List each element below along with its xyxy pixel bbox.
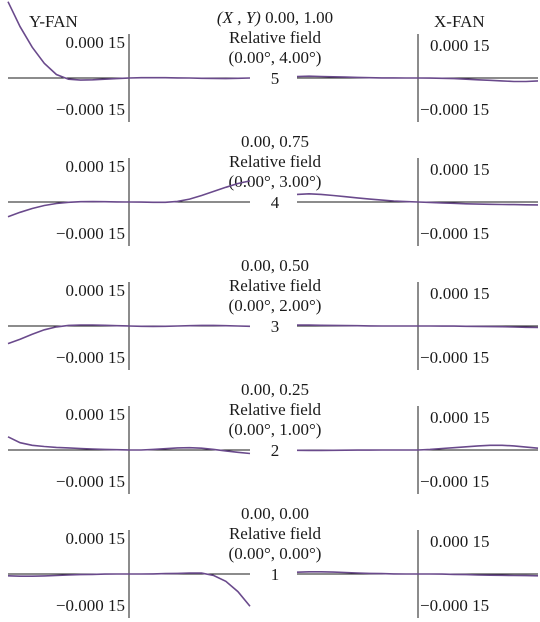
field-index: 2 bbox=[271, 441, 280, 460]
field-index: 1 bbox=[271, 565, 280, 584]
y-fan-tick-bottom: −0.000 15 bbox=[56, 100, 125, 119]
fan-panel-3: 0.000 15 −0.000 15 0.000 15 −0.000 15 0.00, … bbox=[7, 256, 539, 370]
field-coords-prefix: (X , Y) bbox=[217, 8, 265, 27]
y-fan-tick-top: 0.000 15 bbox=[66, 281, 126, 300]
x-fan-curve bbox=[296, 192, 539, 206]
fan-panels: 0.000 15 −0.000 15 0.000 15 −0.000 15 (X , Y… bbox=[7, 1, 539, 618]
field-coords: 0.00, 0.50 bbox=[241, 256, 309, 275]
x-fan-curve bbox=[296, 571, 539, 577]
x-fan-tick-bottom: −0.000 15 bbox=[420, 348, 489, 367]
x-fan-tick-top: 0.000 15 bbox=[430, 284, 490, 303]
field-index: 3 bbox=[271, 317, 280, 336]
y-fan-curve bbox=[7, 436, 251, 455]
x-fan-tick-top: 0.000 15 bbox=[430, 160, 490, 179]
field-angle: (0.00°, 0.00°) bbox=[229, 544, 322, 563]
field-coords: 0.00, 0.00 bbox=[241, 504, 309, 523]
field-coords: 0.00, 0.25 bbox=[241, 380, 309, 399]
field-coords: (X , Y) 0.00, 1.00 bbox=[217, 8, 333, 27]
field-index: 5 bbox=[271, 69, 280, 88]
field-angle: (0.00°, 2.00°) bbox=[229, 296, 322, 315]
fan-panel-1: 0.000 15 −0.000 15 0.000 15 −0.000 15 0.00, … bbox=[7, 504, 539, 618]
y-fan-tick-top: 0.000 15 bbox=[66, 33, 126, 52]
y-fan-tick-bottom: −0.000 15 bbox=[56, 596, 125, 615]
x-fan-tick-bottom: −0.000 15 bbox=[420, 224, 489, 243]
x-fan-tick-bottom: −0.000 15 bbox=[420, 100, 489, 119]
field-label: Relative field bbox=[229, 400, 322, 419]
y-fan-curve bbox=[7, 1, 251, 81]
y-fan-curve bbox=[7, 324, 251, 345]
fan-panel-2: 0.000 15 −0.000 15 0.000 15 −0.000 15 0.00, … bbox=[7, 380, 539, 494]
field-label: Relative field bbox=[229, 28, 322, 47]
field-angle: (0.00°, 4.00°) bbox=[229, 48, 322, 67]
y-fan-curve bbox=[7, 180, 251, 218]
field-index: 4 bbox=[271, 193, 280, 212]
field-label: Relative field bbox=[229, 152, 322, 171]
fan-panel-5: 0.000 15 −0.000 15 0.000 15 −0.000 15 (X , Y… bbox=[7, 1, 539, 122]
y-fan-tick-bottom: −0.000 15 bbox=[56, 472, 125, 491]
field-coords-value: 0.00, 1.00 bbox=[265, 8, 333, 27]
y-fan-tick-top: 0.000 15 bbox=[66, 529, 126, 548]
x-fan-curve bbox=[297, 324, 539, 329]
x-fan-tick-top: 0.000 15 bbox=[430, 532, 490, 551]
y-fan-tick-bottom: −0.000 15 bbox=[56, 224, 125, 243]
y-fan-tick-top: 0.000 15 bbox=[66, 157, 126, 176]
x-fan-tick-bottom: −0.000 15 bbox=[420, 596, 489, 615]
field-angle: (0.00°, 1.00°) bbox=[229, 420, 322, 439]
x-fan-title: X-FAN bbox=[434, 12, 485, 31]
field-label: Relative field bbox=[229, 276, 322, 295]
x-fan-tick-top: 0.000 15 bbox=[430, 36, 490, 55]
x-fan-tick-bottom: −0.000 15 bbox=[420, 472, 489, 491]
y-fan-tick-top: 0.000 15 bbox=[66, 405, 126, 424]
x-fan-tick-top: 0.000 15 bbox=[430, 408, 490, 427]
field-angle: (0.00°, 3.00°) bbox=[229, 172, 322, 191]
x-fan-curve bbox=[296, 75, 539, 83]
field-label: Relative field bbox=[229, 524, 322, 543]
field-coords: 0.00, 0.75 bbox=[241, 132, 309, 151]
x-fan-curve bbox=[296, 444, 539, 452]
y-fan-tick-bottom: −0.000 15 bbox=[56, 348, 125, 367]
y-fan-curve bbox=[7, 572, 251, 607]
fan-panel-4: 0.000 15 −0.000 15 0.000 15 −0.000 15 0.00, … bbox=[7, 132, 539, 246]
y-fan-title: Y-FAN bbox=[29, 12, 78, 31]
